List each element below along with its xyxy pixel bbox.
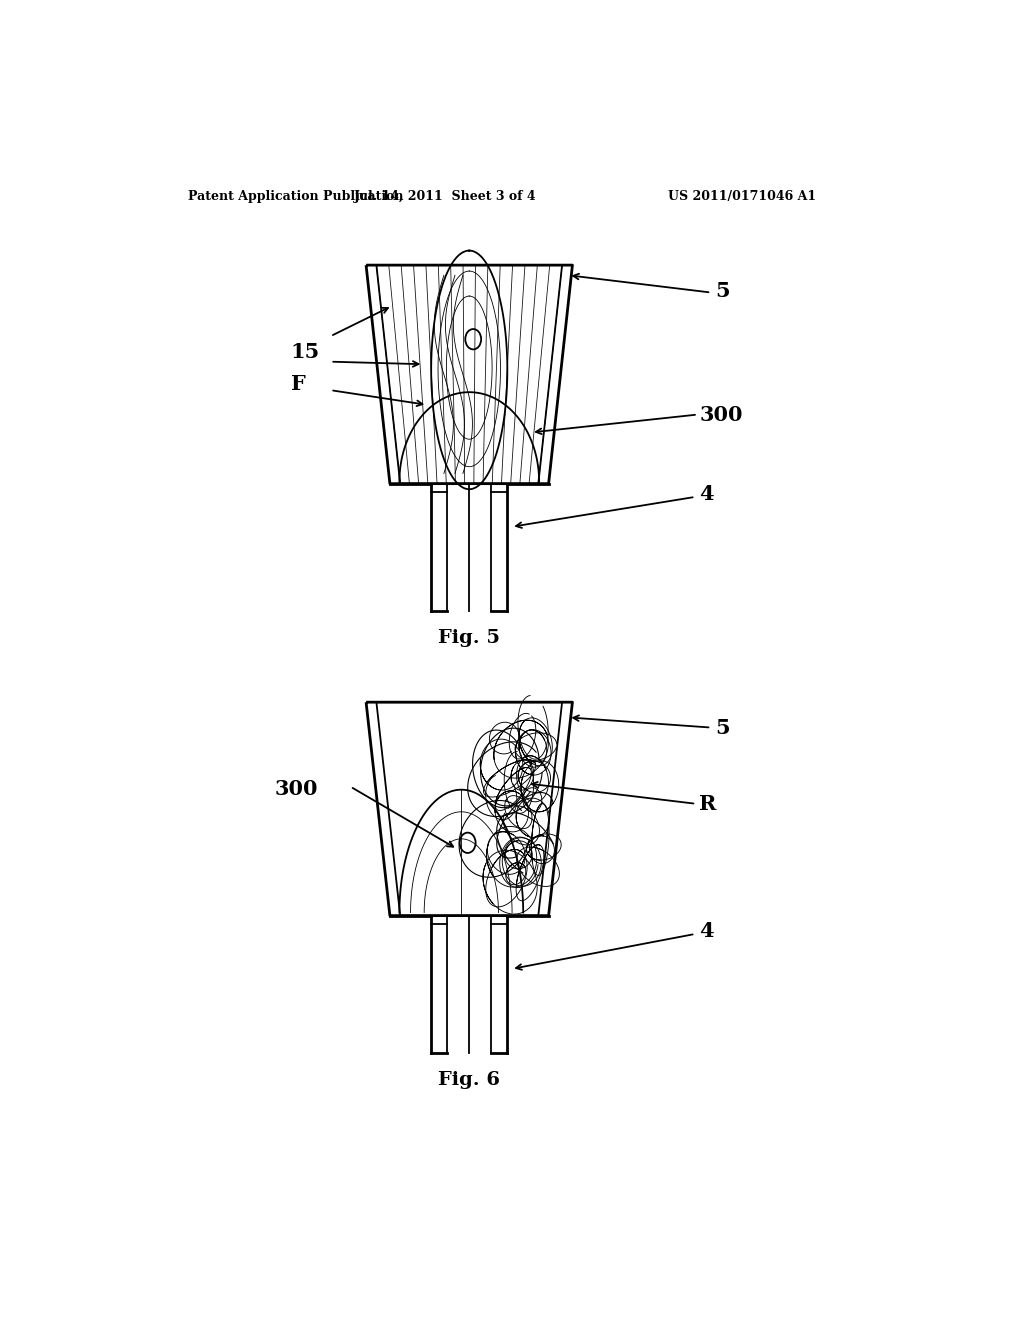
Text: 300: 300 xyxy=(699,404,742,425)
Text: US 2011/0171046 A1: US 2011/0171046 A1 xyxy=(668,190,816,202)
Text: 15: 15 xyxy=(291,342,319,362)
Text: 4: 4 xyxy=(699,484,714,504)
Text: R: R xyxy=(699,793,717,814)
Text: Jul. 14, 2011  Sheet 3 of 4: Jul. 14, 2011 Sheet 3 of 4 xyxy=(354,190,537,202)
Text: Fig. 6: Fig. 6 xyxy=(438,1071,501,1089)
Text: 4: 4 xyxy=(699,921,714,941)
Text: Patent Application Publication: Patent Application Publication xyxy=(187,190,403,202)
Text: 5: 5 xyxy=(715,281,730,301)
Text: Fig. 5: Fig. 5 xyxy=(438,630,501,647)
Text: 5: 5 xyxy=(715,718,730,738)
Text: F: F xyxy=(291,374,305,395)
Text: 300: 300 xyxy=(274,779,318,799)
